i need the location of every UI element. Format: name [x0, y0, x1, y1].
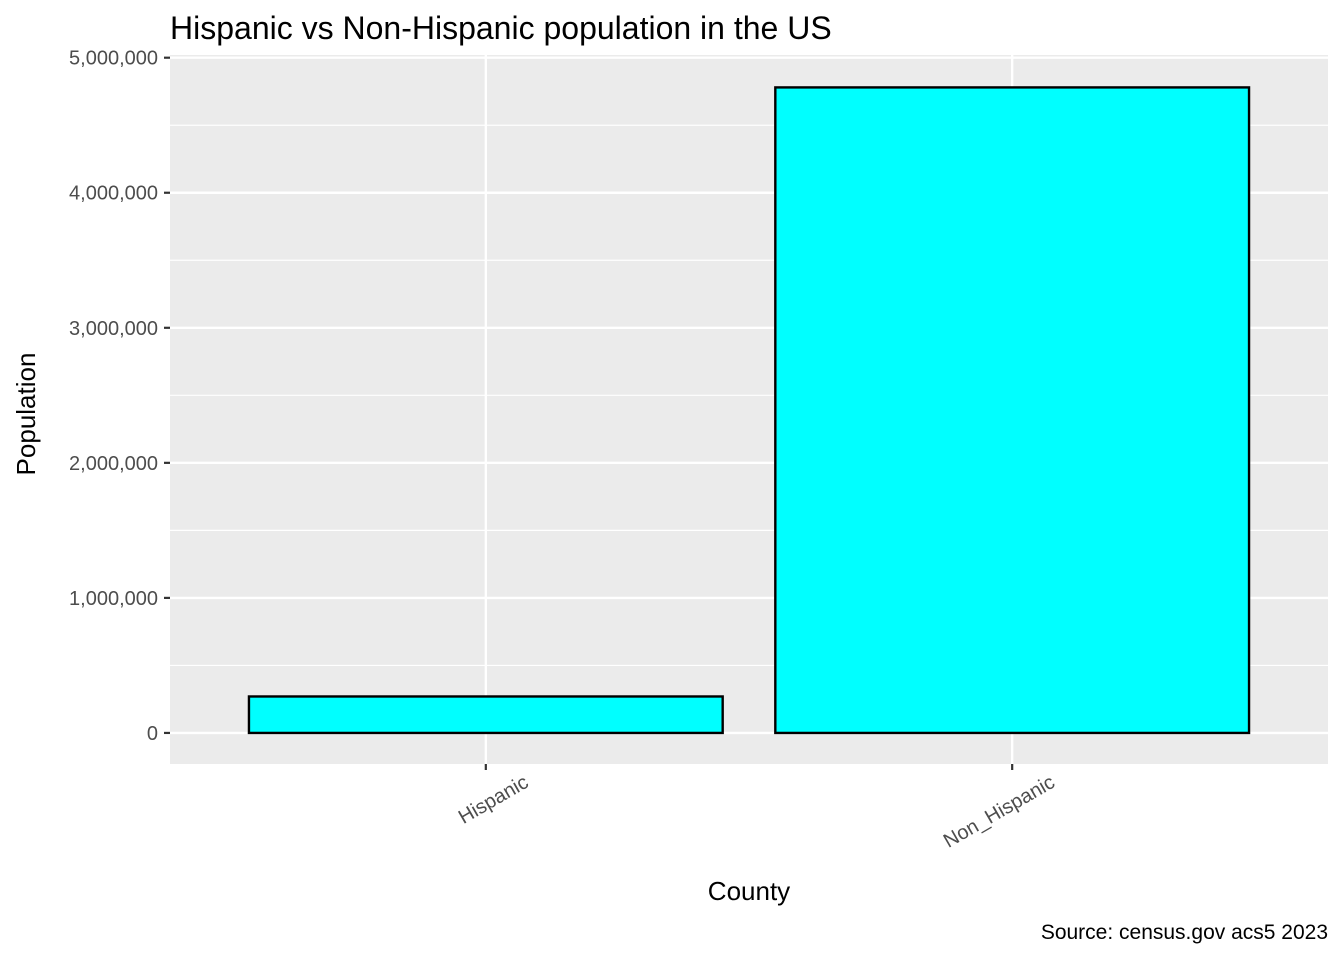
x-axis-title: County — [708, 876, 790, 906]
y-axis-title: Population — [11, 353, 41, 476]
y-tick-label: 1,000,000 — [69, 588, 158, 610]
y-tick-label: 3,000,000 — [69, 318, 158, 340]
bar-hispanic — [247, 695, 724, 735]
x-tick-label: Non_Hispanic — [940, 771, 1059, 852]
bar-non-hispanic — [774, 86, 1251, 735]
source-caption: Source: census.gov acs5 2023 — [1041, 921, 1328, 944]
y-tick-label: 4,000,000 — [69, 183, 158, 205]
y-tick-label: 2,000,000 — [69, 453, 158, 475]
y-axis: 0 1,000,000 2,000,000 3,000,000 4,000,000 5,0… — [69, 48, 170, 745]
y-tick-label: 0 — [147, 723, 158, 745]
y-tick-label: 5,000,000 — [69, 48, 158, 70]
x-tick-label: Hispanic — [455, 771, 532, 828]
chart-title: Hispanic vs Non-Hispanic population in t… — [170, 10, 832, 46]
bars — [247, 86, 1251, 735]
x-axis: Hispanic Non_Hispanic — [455, 764, 1059, 853]
